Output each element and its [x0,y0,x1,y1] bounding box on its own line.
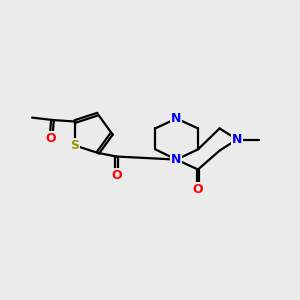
Text: O: O [46,131,56,145]
Text: O: O [193,183,203,196]
Text: N: N [171,112,182,125]
Text: S: S [70,139,80,152]
Text: O: O [111,169,122,182]
Text: N: N [171,153,182,166]
Text: N: N [232,133,242,146]
